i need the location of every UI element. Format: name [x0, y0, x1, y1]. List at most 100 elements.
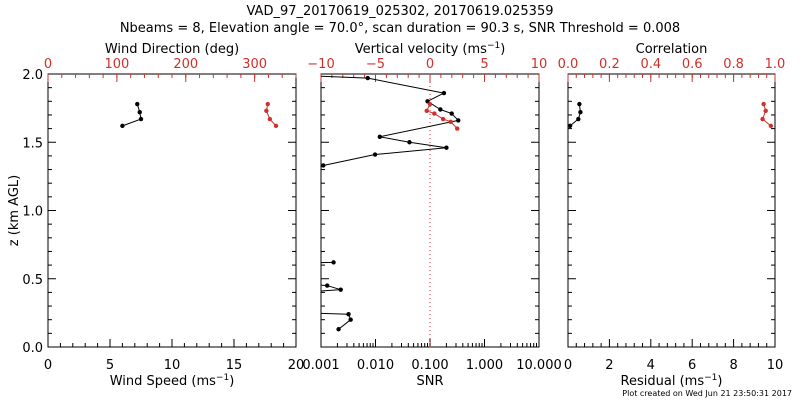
x-tick-label: 10: [164, 358, 181, 373]
x-tick-label: 1.000: [466, 358, 503, 373]
data-point: [578, 110, 583, 115]
series-segment: [321, 75, 368, 79]
data-point: [432, 111, 437, 116]
data-point: [265, 101, 270, 107]
series-segment: [321, 284, 328, 287]
top-axis-label: Wind Direction (deg): [105, 42, 239, 57]
data-point: [264, 108, 269, 114]
data-point: [348, 317, 353, 322]
data-point: [273, 123, 279, 129]
series-segment: [367, 77, 445, 94]
data-point: [346, 312, 351, 317]
x-axis-label: Residual (ms−1): [621, 373, 723, 389]
series-segment: [122, 118, 142, 127]
data-point: [120, 123, 125, 129]
x-tick-label: 15: [226, 358, 243, 373]
y-tick-label: 1.0: [22, 205, 43, 220]
series-residual: [568, 101, 583, 129]
series-vertical-velocity: [424, 101, 460, 131]
panel-residual: 0 2 4 6 8 10 0.0 0.2 0.4 0.6 0.8 1.0 Correlation: [558, 42, 786, 373]
figure-title-line1: VAD_97_20170619_025302, 20170619.025359: [247, 4, 554, 19]
top-tick-label: 0.4: [640, 57, 661, 72]
top-tick-label: 0: [426, 57, 434, 72]
data-point: [321, 163, 326, 168]
y-tick-label: 0.0: [22, 341, 43, 356]
x-tick-label: 0.001: [302, 358, 339, 373]
top-axis-label: Vertical velocity (ms−1): [355, 41, 506, 57]
x-tick-label: 20: [288, 358, 305, 373]
data-point: [449, 111, 454, 116]
data-point: [448, 119, 453, 124]
data-point: [568, 123, 573, 129]
series-segment: [321, 164, 324, 166]
top-tick-label: −5: [366, 57, 385, 72]
series-segment: [409, 141, 447, 149]
series-segment: [427, 92, 445, 102]
data-point: [761, 101, 766, 107]
chart-panels: 0.00.51.01.52.0z (km AGL)0 5 10 15 200 100 200…: [7, 41, 785, 389]
data-point: [407, 140, 412, 145]
top-tick-label: 0.6: [682, 57, 703, 72]
data-point: [424, 108, 429, 114]
data-point: [456, 118, 461, 123]
top-tick-label: 5: [480, 57, 488, 72]
x-tick-label: 4: [647, 358, 655, 373]
plot-frame: [567, 73, 776, 348]
data-point: [444, 145, 449, 150]
x-axis-label: Wind Speed (ms−1): [110, 373, 235, 389]
top-axis-label: Correlation: [636, 42, 708, 57]
data-point: [135, 101, 140, 107]
panel-wind: 0.00.51.01.52.0z (km AGL)0 5 10 15 200 100 200…: [7, 42, 304, 373]
series-segment: [374, 147, 447, 156]
y-tick-label: 0.5: [22, 273, 43, 288]
data-point: [763, 108, 768, 114]
data-point: [377, 134, 383, 139]
series-segment: [327, 285, 341, 291]
x-tick-label: 5: [106, 358, 114, 373]
data-point: [365, 75, 370, 81]
top-tick-label: 0: [44, 57, 52, 72]
data-point: [441, 90, 447, 96]
x-axis-label: SNR: [416, 374, 443, 389]
data-point: [760, 116, 765, 122]
top-tick-label: 10: [531, 57, 548, 72]
top-tick-label: 0.0: [558, 57, 579, 72]
top-tick-label: 0.8: [723, 57, 744, 72]
series-wind-speed: [120, 101, 144, 129]
series-segment: [321, 261, 334, 264]
top-tick-label: 0.2: [599, 57, 620, 72]
data-point: [137, 110, 142, 115]
x-tick-label: 0.010: [357, 358, 394, 373]
x-tick-label: 2: [605, 358, 613, 373]
x-tick-label: 6: [688, 358, 696, 373]
data-point: [438, 107, 443, 112]
data-point: [577, 101, 582, 107]
panel-snr: 0.001 0.010 0.100 1.000 10.000 SNR −10 −5 0 5 10: [302, 57, 561, 389]
data-point: [768, 123, 774, 129]
series-segment: [323, 154, 376, 166]
data-point: [576, 116, 581, 122]
top-tick-label: 1.0: [765, 57, 786, 72]
y-tick-label: 1.5: [22, 136, 43, 151]
x-tick-label: 0: [564, 358, 572, 373]
series-segment: [321, 312, 349, 315]
y-axis-label: z (km AGL): [7, 175, 22, 246]
series-segment: [379, 136, 410, 143]
x-tick-label: 0.100: [411, 358, 448, 373]
series-snr: [321, 75, 461, 332]
data-point: [138, 116, 144, 122]
data-point: [331, 260, 336, 265]
data-point: [440, 116, 446, 122]
series-segment: [338, 319, 351, 330]
x-tick-label: 10: [767, 358, 784, 373]
plot-created-footer: Plot created on Wed Jun 21 23:50:31 2017: [622, 389, 792, 398]
y-tick-label: 2.0: [22, 68, 43, 83]
series-segment: [379, 119, 459, 138]
top-tick-label: 200: [173, 57, 198, 72]
data-point: [372, 152, 378, 157]
data-point: [338, 287, 343, 292]
figure-title-line2: Nbeams = 8, Elevation angle = 70.0°, sca…: [120, 21, 680, 36]
data-point: [267, 116, 273, 122]
top-tick-label: 100: [104, 57, 129, 72]
